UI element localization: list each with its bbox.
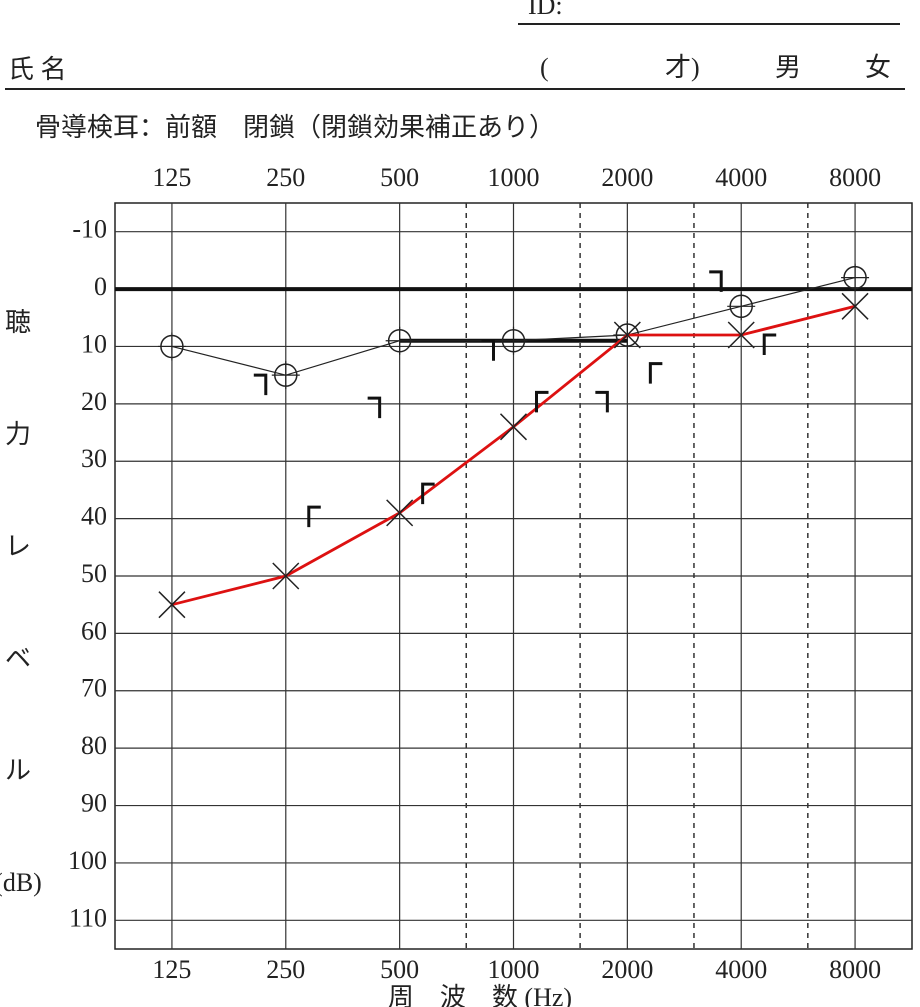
data-point [499, 413, 528, 441]
y-tick-label: -10 [72, 215, 107, 244]
y-axis-label: ル [5, 756, 31, 785]
marker-x [727, 321, 755, 349]
y-tick-label: 90 [81, 789, 107, 818]
female-label: 女 [865, 53, 891, 82]
marker-x [613, 321, 641, 349]
age-open: ( [540, 53, 549, 82]
y-tick-label: 0 [94, 272, 107, 301]
y-axis-label: (dB) [0, 868, 42, 897]
data-point [613, 321, 641, 349]
marker-bracket [535, 390, 549, 413]
age-close: 才) [665, 53, 700, 82]
y-tick-label: 70 [81, 674, 107, 703]
y-tick-label: 20 [81, 387, 107, 416]
name-label: 氏 名 [8, 55, 67, 84]
y-tick-label: 100 [68, 846, 107, 875]
data-point [841, 292, 869, 320]
marker-cross [271, 361, 300, 390]
data-point [272, 562, 300, 590]
data-point [595, 390, 609, 413]
data-point [727, 321, 755, 349]
marker-cross [157, 332, 186, 361]
y-tick-label: 50 [81, 559, 107, 588]
data-point [648, 362, 663, 384]
y-tick-label: 110 [69, 903, 107, 932]
marker-bracket [253, 373, 268, 396]
y-axis-label: レ [5, 532, 31, 561]
data-point [385, 326, 414, 355]
x-tick-label-bottom: 125 [152, 955, 191, 984]
marker-bracket [762, 333, 777, 355]
data-point [157, 332, 186, 361]
marker-bracket [709, 270, 723, 292]
marker-cross [841, 263, 870, 292]
y-tick-label: 80 [81, 731, 107, 760]
y-axis-label: 聴 [5, 308, 31, 337]
x-tick-label-bottom: 500 [380, 955, 419, 984]
marker-x [272, 562, 300, 590]
y-axis-label: 力 [5, 420, 31, 449]
marker-bracket [421, 482, 435, 505]
data-point [307, 505, 321, 528]
data-point [421, 482, 435, 505]
marker-cross [385, 326, 414, 355]
marker-cross [499, 326, 528, 355]
x-tick-label-top: 4000 [715, 163, 767, 192]
marker-cross [727, 292, 756, 321]
data-point [499, 326, 528, 355]
chart-title: 骨導検耳：前額 閉鎖（閉鎖効果補正あり） [35, 113, 555, 142]
marker-bracket [648, 362, 663, 384]
male-label: 男 [775, 53, 801, 82]
x-tick-label-top: 2000 [601, 163, 653, 192]
x-tick-label-bottom: 1000 [488, 955, 540, 984]
marker-bracket [367, 396, 382, 419]
data-point [367, 396, 382, 419]
y-axis-label: ベ [5, 644, 31, 673]
y-tick-label: 10 [81, 329, 107, 358]
x-tick-label-bottom: 8000 [829, 955, 881, 984]
x-tick-label-top: 8000 [829, 163, 881, 192]
data-point [158, 591, 186, 619]
x-tick-label-bottom: 250 [266, 955, 305, 984]
y-tick-label: 40 [81, 502, 107, 531]
data-point [535, 390, 549, 413]
data-point [727, 292, 756, 321]
x-axis-label: 周 波 数 (Hz) [388, 983, 572, 1007]
marker-bracket [595, 390, 609, 413]
x-tick-label-top: 1000 [488, 163, 540, 192]
marker-bracket [481, 339, 495, 361]
data-point [253, 373, 268, 396]
marker-x [499, 413, 528, 441]
data-point [481, 339, 495, 361]
x-tick-label-bottom: 4000 [715, 955, 767, 984]
data-point [709, 270, 723, 292]
data-point [762, 333, 777, 355]
marker-x [386, 499, 414, 527]
x-tick-label-top: 250 [266, 163, 305, 192]
data-point [841, 263, 870, 292]
x-tick-label-top: 500 [380, 163, 419, 192]
x-tick-label-bottom: 2000 [601, 955, 653, 984]
y-tick-label: 60 [81, 616, 107, 645]
data-point [271, 361, 300, 390]
id-label: ID: [528, 0, 563, 20]
marker-x [841, 292, 869, 320]
marker-bracket [307, 505, 321, 528]
x-tick-label-top: 125 [152, 163, 191, 192]
marker-x [158, 591, 186, 619]
y-tick-label: 30 [81, 444, 107, 473]
data-point [386, 499, 414, 527]
